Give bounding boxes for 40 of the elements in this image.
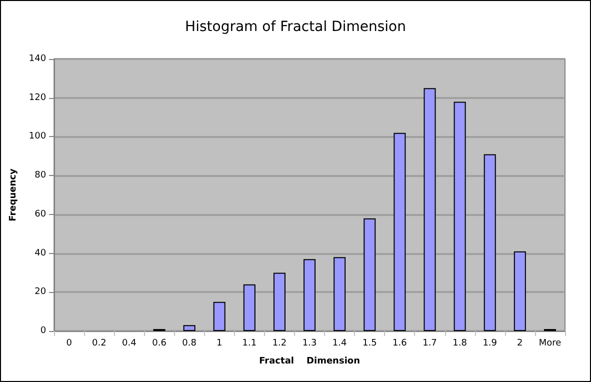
x-tick-label: More <box>538 338 562 348</box>
x-tick-label: 0.2 <box>92 338 106 348</box>
x-tick-label: 1.2 <box>272 338 287 348</box>
x-tick-label: 1.7 <box>422 338 437 348</box>
x-tick-label: 0.4 <box>122 338 137 348</box>
bar <box>243 284 256 331</box>
y-tick-label: 140 <box>28 54 46 64</box>
x-tick-label: 1.8 <box>452 338 468 348</box>
y-tick-label: 80 <box>34 170 46 181</box>
bar <box>213 302 226 331</box>
y-tick-label: 40 <box>34 248 46 258</box>
x-tick-label: 1 <box>216 338 222 348</box>
y-tick-label: 120 <box>28 92 46 103</box>
bar <box>484 154 496 331</box>
bar <box>304 259 316 331</box>
x-tick-label: 1.5 <box>362 338 377 348</box>
y-tick-label: 0 <box>40 326 46 336</box>
x-tick-label: 1.4 <box>332 338 348 348</box>
bar <box>273 272 286 331</box>
x-tick-label: 0.8 <box>182 338 197 348</box>
bar <box>454 102 466 331</box>
chart-title: Histogram of Fractal Dimension <box>185 19 406 35</box>
x-tick-label: 1.3 <box>302 338 317 348</box>
x-tick-label: 2 <box>517 338 523 348</box>
x-tick-label: 1.9 <box>482 338 498 348</box>
y-tick-label: 60 <box>34 209 46 220</box>
bar <box>183 325 196 331</box>
y-tick-label: 20 <box>34 287 46 298</box>
x-tick-label: 1.1 <box>242 338 257 348</box>
x-tick-label: 0.6 <box>152 338 167 348</box>
bar <box>364 218 376 331</box>
y-tick-label: 100 <box>28 132 46 142</box>
x-axis-title: Fractal Dimension <box>259 356 360 366</box>
bar <box>334 257 346 331</box>
bar <box>424 88 436 331</box>
bar <box>514 251 526 331</box>
bar <box>394 132 406 331</box>
x-tick-label: 1.6 <box>392 338 408 348</box>
y-axis-title: Frequency <box>8 168 18 222</box>
x-tick-label: 0 <box>66 338 72 348</box>
